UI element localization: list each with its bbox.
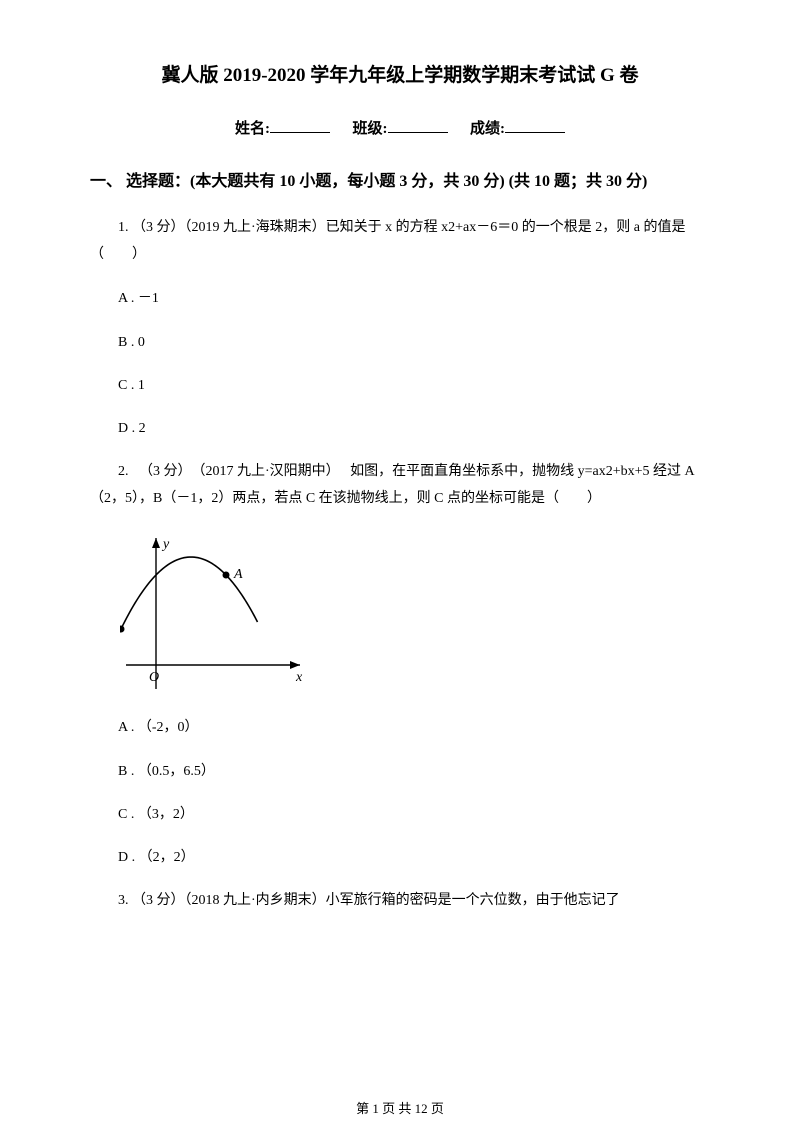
class-blank <box>388 118 448 133</box>
question-2: 2. （3 分） （2017 九上·汉阳期中） 如图，在平面直角坐标系中，抛物线… <box>90 459 710 512</box>
score-blank <box>505 118 565 133</box>
parabola-svg: yxOAB <box>120 530 310 695</box>
q2-option-b: B . （0.5，6.5） <box>90 759 710 784</box>
q2-option-d: D . （2，2） <box>90 845 710 870</box>
q1-option-d: D . 2 <box>90 416 710 441</box>
q2-option-a: A . （-2，0） <box>90 715 710 740</box>
section-header: 一、 选择题：(本大题共有 10 小题，每小题 3 分，共 30 分) (共 1… <box>90 168 710 195</box>
name-blank <box>270 118 330 133</box>
page-footer: 第 1 页 共 12 页 <box>0 1098 800 1117</box>
question-1: 1. （3 分）（2019 九上·海珠期末）已知关于 x 的方程 x2+ax－6… <box>90 215 710 268</box>
class-label: 班级: <box>353 121 388 137</box>
q1-option-a: A . －1 <box>90 286 710 311</box>
student-info: 姓名: 班级: 成绩: <box>90 117 710 138</box>
svg-text:O: O <box>149 670 159 685</box>
question-3: 3. （3 分）（2018 九上·内乡期末）小军旅行箱的密码是一个六位数，由于他… <box>90 888 710 915</box>
svg-text:x: x <box>295 670 303 685</box>
exam-title: 冀人版 2019-2020 学年九年级上学期数学期末考试试 G 卷 <box>90 60 710 87</box>
name-label: 姓名: <box>235 121 270 137</box>
svg-text:y: y <box>161 537 170 552</box>
q2-option-c: C . （3，2） <box>90 802 710 827</box>
svg-text:A: A <box>233 567 243 582</box>
parabola-graph: yxOAB <box>120 530 710 695</box>
score-label: 成绩: <box>470 121 505 137</box>
q1-option-c: C . 1 <box>90 373 710 398</box>
q1-option-b: B . 0 <box>90 330 710 355</box>
